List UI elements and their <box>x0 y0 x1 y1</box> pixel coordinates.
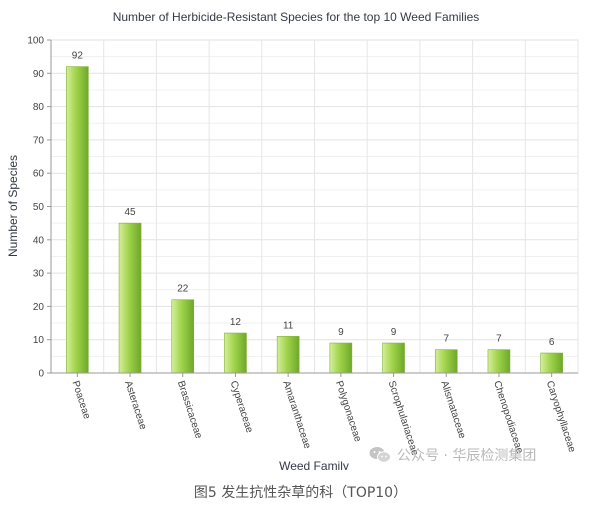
bar-brassicaceae <box>171 299 195 374</box>
bar-polygonaceae <box>329 342 353 374</box>
data-label-amaranthaceae: 11 <box>283 320 294 331</box>
data-label-caryophyllaceae: 6 <box>549 337 555 348</box>
chart: Number of Herbicide-Resistant Species fo… <box>6 10 579 470</box>
bar-amaranthaceae <box>276 336 300 374</box>
bars: 92 45 22 12 11 9 9 7 7 6 <box>66 51 563 374</box>
bar-cyperaceae <box>224 332 247 374</box>
bar-caryophyllaceae <box>540 352 563 374</box>
chart-title: Number of Herbicide-Resistant Species fo… <box>113 10 480 24</box>
x-tick-label-alismataceae: Alismataceae <box>438 380 467 441</box>
data-label-scrophulariaceae: 9 <box>391 327 397 338</box>
bar-chenopodiaceae <box>487 349 511 374</box>
x-tick-label-amaranthaceae: Amaranthaceae <box>280 380 312 451</box>
y-tick-label: 90 <box>33 69 45 80</box>
x-tick-label-caryophyllaceae: Caryophyllaceae <box>544 380 578 455</box>
bar-scrophulariaceae <box>382 342 405 374</box>
x-tick-label-chenopodiaceae: Chenopodiaceae <box>491 380 525 456</box>
x-tick-label-poaceae: Poaceae <box>69 380 92 421</box>
x-tick-label-asteraceae: Asteraceae <box>122 380 148 432</box>
watermark-text: 公众号 · 华辰检测集团 <box>397 448 537 464</box>
y-tick-label: 0 <box>38 369 44 380</box>
data-label-alismataceae: 7 <box>443 334 449 345</box>
y-tick-label: 60 <box>33 169 45 180</box>
y-tick-label: 80 <box>33 102 45 113</box>
wechat-icon <box>369 446 391 464</box>
data-label-cyperaceae: 12 <box>230 317 242 328</box>
data-label-chenopodiaceae: 7 <box>496 334 502 345</box>
y-tick-label: 20 <box>33 302 45 313</box>
x-tick-label-polygonaceae: Polygonaceae <box>333 380 363 444</box>
y-tick-label: 100 <box>27 36 44 47</box>
x-tick-label-brassicaceae: Brassicaceae <box>175 380 204 441</box>
x-axis-label: Weed Family <box>279 459 349 470</box>
axes: 0 10 20 30 40 50 60 70 80 90 100 Poaceae Asteraceae B… <box>27 36 578 457</box>
bar-asteraceae <box>118 222 142 374</box>
bar-poaceae <box>66 66 89 374</box>
x-tick-label-cyperaceae: Cyperaceae <box>228 380 255 435</box>
data-label-asteraceae: 45 <box>124 207 136 218</box>
data-label-brassicaceae: 22 <box>177 284 189 295</box>
y-tick-label: 40 <box>33 235 45 246</box>
figure-caption: 图5 发生抗性杂草的科（TOP10） <box>193 485 408 501</box>
watermark: 公众号 · 华辰检测集团 <box>369 445 536 465</box>
y-tick-label: 50 <box>33 202 45 213</box>
chart-svg: Number of Herbicide-Resistant Species fo… <box>6 10 579 470</box>
y-axis-label: Number of Species <box>6 155 20 257</box>
bar-alismataceae <box>434 349 458 374</box>
data-label-poaceae: 92 <box>72 51 84 62</box>
y-tick-label: 30 <box>33 269 45 280</box>
data-label-polygonaceae: 9 <box>338 327 344 338</box>
y-tick-label: 10 <box>33 335 45 346</box>
y-tick-label: 70 <box>33 135 45 146</box>
